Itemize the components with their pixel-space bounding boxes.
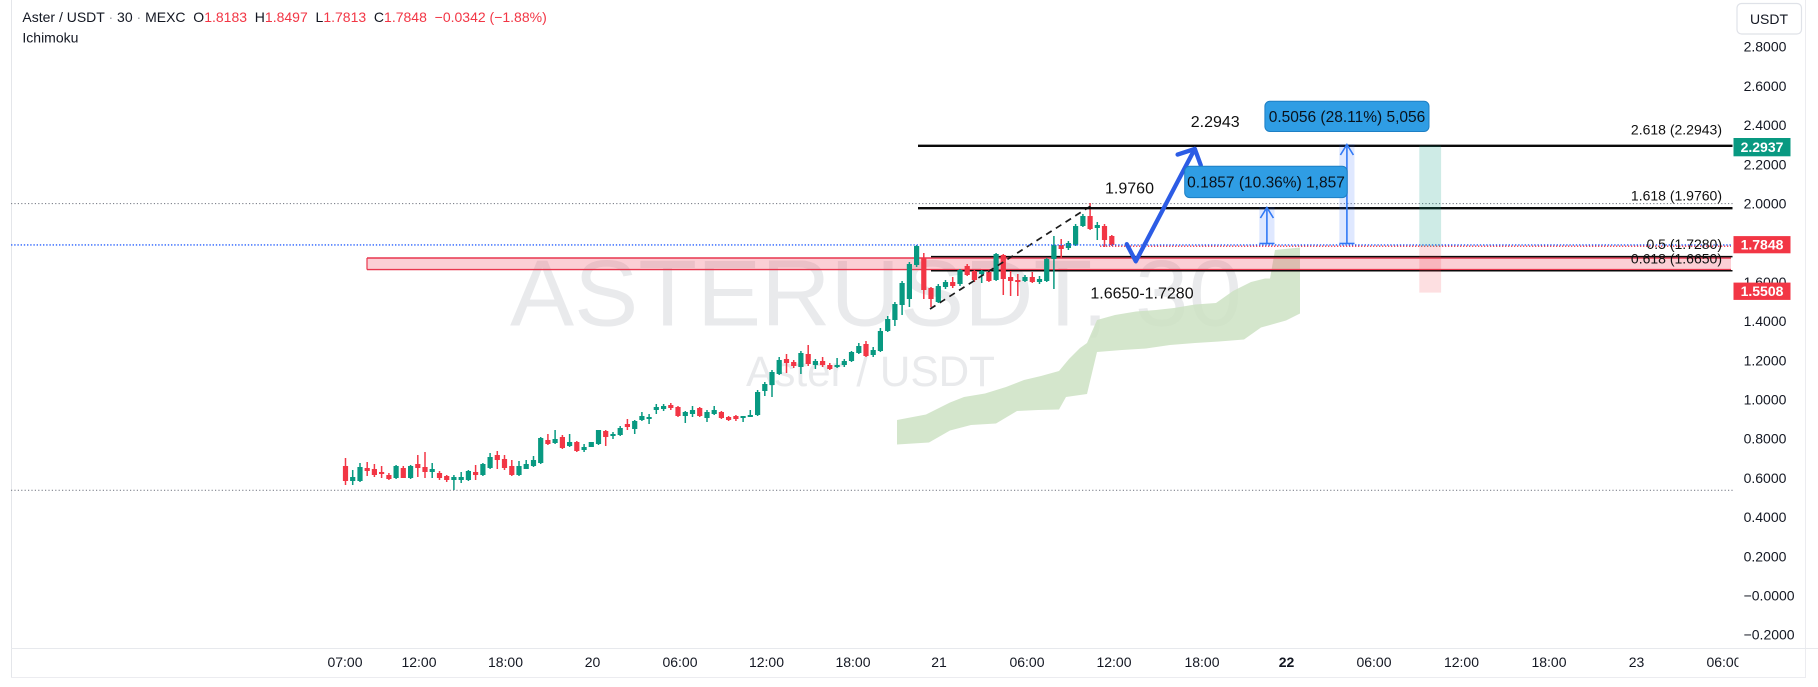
svg-text:12:00: 12:00 bbox=[1444, 654, 1479, 670]
svg-text:0.5 (1.7280): 0.5 (1.7280) bbox=[1647, 236, 1723, 252]
svg-text:−0.0000: −0.0000 bbox=[1744, 588, 1795, 604]
svg-text:12:00: 12:00 bbox=[1096, 654, 1131, 670]
svg-text:1.2000: 1.2000 bbox=[1744, 352, 1787, 368]
svg-text:2.2937: 2.2937 bbox=[1741, 139, 1784, 155]
svg-text:USDT: USDT bbox=[1750, 11, 1789, 27]
svg-text:22: 22 bbox=[1279, 654, 1295, 670]
svg-text:0.2000: 0.2000 bbox=[1744, 548, 1787, 564]
svg-text:Ichimoku: Ichimoku bbox=[22, 30, 78, 46]
svg-text:06:00: 06:00 bbox=[662, 654, 697, 670]
svg-text:12:00: 12:00 bbox=[401, 654, 436, 670]
svg-text:18:00: 18:00 bbox=[1184, 654, 1219, 670]
svg-text:−0.2000: −0.2000 bbox=[1744, 627, 1795, 643]
svg-text:Aster / USDT: Aster / USDT bbox=[746, 349, 995, 396]
svg-text:12:00: 12:00 bbox=[749, 654, 784, 670]
svg-text:06:00: 06:00 bbox=[1009, 654, 1044, 670]
svg-text:06:00: 06:00 bbox=[1706, 654, 1741, 670]
svg-text:1.5508: 1.5508 bbox=[1741, 283, 1784, 299]
svg-text:18:00: 18:00 bbox=[1531, 654, 1566, 670]
svg-text:1.618 (1.9760): 1.618 (1.9760) bbox=[1631, 188, 1722, 204]
svg-text:18:00: 18:00 bbox=[488, 654, 523, 670]
svg-text:2.2943: 2.2943 bbox=[1191, 114, 1240, 131]
svg-text:06:00: 06:00 bbox=[1356, 654, 1391, 670]
svg-text:2.8000: 2.8000 bbox=[1744, 39, 1787, 55]
svg-text:2.2000: 2.2000 bbox=[1744, 156, 1787, 172]
svg-text:1.4000: 1.4000 bbox=[1744, 313, 1787, 329]
svg-text:20: 20 bbox=[585, 654, 601, 670]
svg-text:Aster / USDT · 30 · MEXC O1.8: Aster / USDT · 30 · MEXC O1.8183 H1.8497… bbox=[22, 9, 546, 25]
svg-text:1.9760: 1.9760 bbox=[1105, 181, 1154, 198]
svg-text:0.6000: 0.6000 bbox=[1744, 470, 1787, 486]
svg-text:1.0000: 1.0000 bbox=[1744, 392, 1787, 408]
svg-text:18:00: 18:00 bbox=[835, 654, 870, 670]
svg-text:21: 21 bbox=[931, 654, 947, 670]
svg-text:23: 23 bbox=[1629, 654, 1645, 670]
svg-text:0.5056 (28.11%) 5,056: 0.5056 (28.11%) 5,056 bbox=[1269, 109, 1426, 126]
svg-text:0.4000: 0.4000 bbox=[1744, 509, 1787, 525]
svg-text:2.4000: 2.4000 bbox=[1744, 117, 1787, 133]
svg-text:0.618 (1.6650): 0.618 (1.6650) bbox=[1631, 251, 1722, 267]
svg-text:07:00: 07:00 bbox=[327, 654, 362, 670]
svg-text:2.0000: 2.0000 bbox=[1744, 196, 1787, 212]
svg-text:0.1857 (10.36%) 1,857: 0.1857 (10.36%) 1,857 bbox=[1187, 175, 1345, 192]
svg-text:1.6650-1.7280: 1.6650-1.7280 bbox=[1090, 286, 1193, 303]
svg-text:0.8000: 0.8000 bbox=[1744, 431, 1787, 447]
svg-text:2.6000: 2.6000 bbox=[1744, 78, 1787, 94]
svg-text:2.618 (2.2943): 2.618 (2.2943) bbox=[1631, 122, 1722, 138]
svg-text:1.7848: 1.7848 bbox=[1741, 237, 1784, 253]
